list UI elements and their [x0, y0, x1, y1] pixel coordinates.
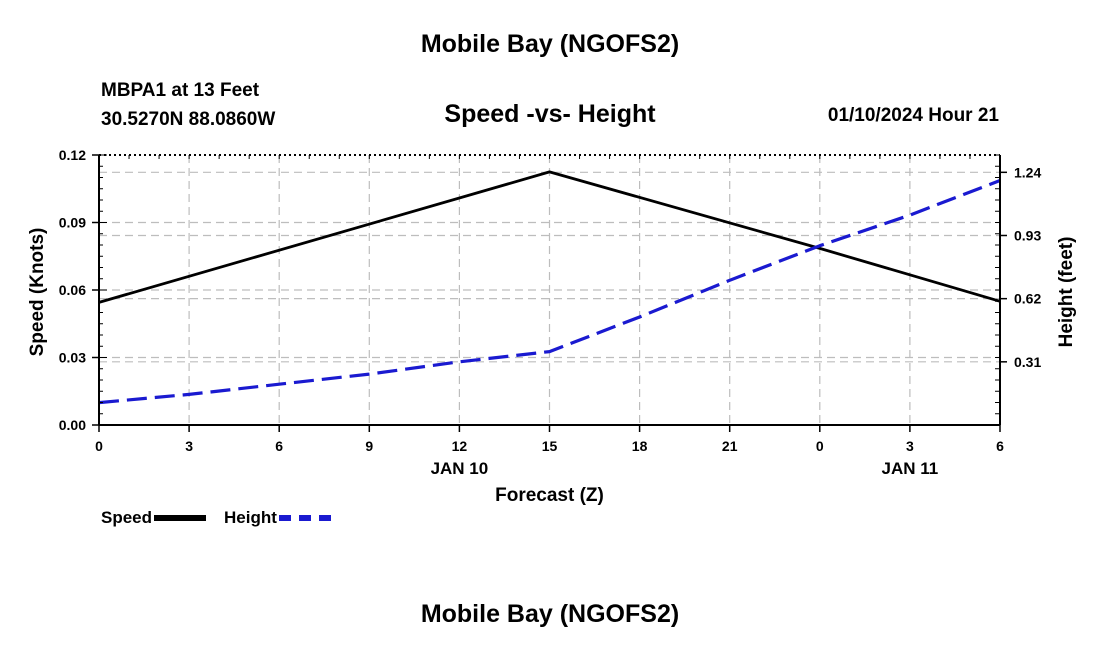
axes	[92, 154, 1007, 432]
x-tick-label: 12	[452, 438, 468, 454]
legend-swatch-speed	[154, 515, 207, 521]
x-date-label: JAN 10	[431, 459, 489, 478]
chart-title: Speed -vs- Height	[444, 100, 656, 128]
series-line-speed	[98, 170, 1001, 304]
legend: Speed Height	[101, 508, 349, 528]
y-tick-label: 0.12	[59, 147, 86, 163]
grid	[99, 155, 1000, 425]
legend-item-speed: Speed	[101, 508, 207, 528]
y2-tick-label: 0.62	[1014, 291, 1041, 307]
footer-title: Mobile Bay (NGOFS2)	[420, 600, 680, 628]
y-tick-label: 0.03	[59, 350, 86, 366]
legend-swatch-height	[278, 515, 331, 521]
station-coordinates: 30.5270N 88.0860W	[101, 109, 276, 130]
x-tick-label: 0	[816, 438, 824, 454]
x-tick-label: 3	[185, 438, 193, 454]
legend-label-height: Height	[224, 508, 277, 527]
axis-labels: 0 3 6 9 12 15 18 21 0 3 6 JAN 10 JAN 11 0.00 0.03 0.06 0…	[27, 147, 1077, 506]
x-axis-title: Forecast (Z)	[495, 485, 604, 506]
station-info: MBPA1 at 13 Feet 30.5270N 88.0860W	[101, 76, 275, 134]
x-tick-label: 9	[365, 438, 373, 454]
x-tick-label: 18	[632, 438, 648, 454]
x-tick-label: 6	[275, 438, 283, 454]
legend-label-speed: Speed	[101, 508, 153, 527]
x-date-label: JAN 11	[882, 459, 939, 478]
legend-item-height: Height	[224, 508, 331, 528]
y2-tick-label: 1.24	[1014, 164, 1041, 180]
y-tick-label: 0.06	[59, 282, 86, 298]
y2-tick-label: 0.93	[1014, 227, 1041, 243]
page-title: Mobile Bay (NGOFS2)	[420, 30, 680, 58]
x-tick-label: 15	[542, 438, 558, 454]
x-tick-label: 3	[906, 438, 914, 454]
y2-axis-title: Height (feet)	[1056, 237, 1077, 348]
x-tick-label: 6	[996, 438, 1004, 454]
y-tick-label: 0.00	[59, 417, 86, 433]
forecast-datetime: 01/10/2024 Hour 21	[827, 105, 999, 126]
y-axis-title: Speed (Knots)	[27, 228, 48, 357]
y2-tick-label: 0.31	[1014, 354, 1041, 370]
x-tick-label: 21	[722, 438, 738, 454]
series-line-height	[98, 179, 1001, 405]
station-name: MBPA1 at 13 Feet	[101, 80, 260, 101]
series-layer	[98, 170, 1001, 405]
x-tick-label: 0	[95, 438, 103, 454]
y-tick-label: 0.09	[59, 215, 86, 231]
